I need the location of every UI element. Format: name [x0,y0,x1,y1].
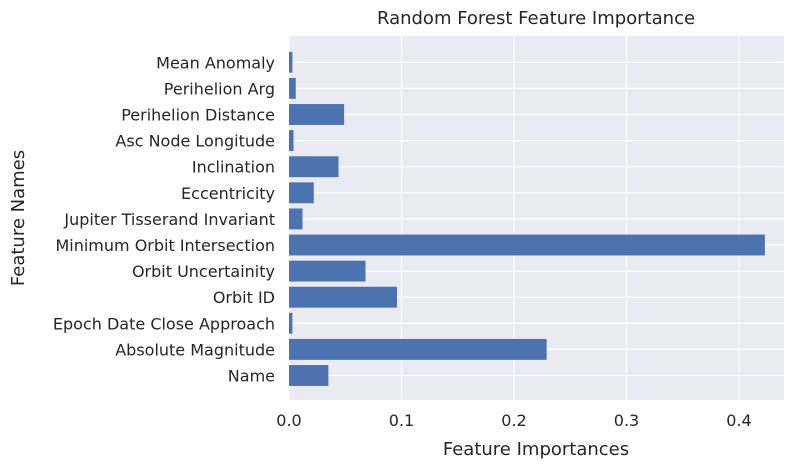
chart-title: Random Forest Feature Importance [377,8,695,29]
bar [289,286,397,308]
x-tick-labels: 0.0 0.1 0.2 0.3 0.4 [276,411,751,430]
y-tick-label: Absolute Magnitude [115,340,275,359]
bar [289,51,293,73]
y-tick-label: Minimum Orbit Intersection [55,236,275,255]
bar [289,338,547,360]
y-tick-label: Epoch Date Close Approach [53,314,275,333]
y-tick-label: Mean Anomaly [156,53,275,72]
x-tick-label: 0.4 [726,411,751,430]
x-tick-label: 0.2 [501,411,526,430]
y-tick-labels: Name Absolute Magnitude Epoch Date Close A… [53,53,275,385]
x-tick-label: 0.0 [276,411,301,430]
y-tick-label: Eccentricity [181,184,275,203]
y-tick-label: Inclination [192,158,275,177]
bar [289,208,303,230]
bar [289,365,329,386]
bar [289,182,314,204]
y-tick-label: Perihelion Distance [121,106,275,125]
y-tick-label: Orbit Uncertainity [132,262,275,281]
bar [289,312,293,334]
bar [289,130,294,152]
bar [289,260,366,282]
bar [289,234,765,256]
y-tick-label: Jupiter Tisserand Invariant [63,210,275,229]
x-tick-label: 0.1 [389,411,414,430]
x-tick-label: 0.3 [614,411,639,430]
x-axis-label: Feature Importances [443,439,629,460]
y-tick-label: Asc Node Longitude [115,132,275,151]
bars [289,51,765,386]
y-tick-label: Name [228,367,275,386]
y-axis-label: Feature Names [8,150,29,286]
y-tick-label: Orbit ID [213,288,275,307]
bar [289,156,339,178]
y-tick-label: Perihelion Arg [164,79,275,98]
bar [289,104,345,125]
bar [289,77,296,99]
